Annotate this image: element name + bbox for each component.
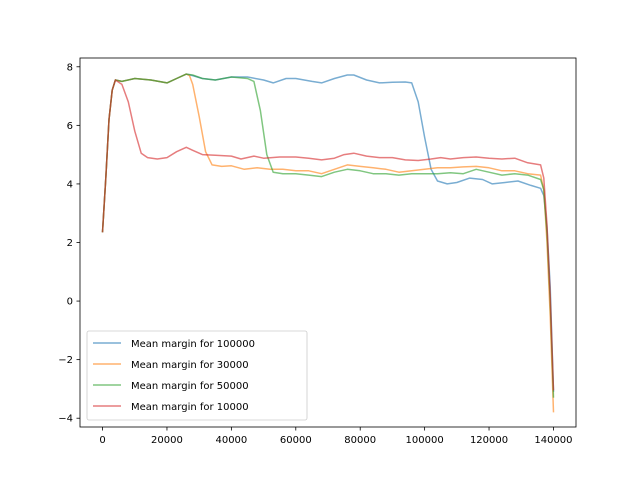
legend-label-1: Mean margin for 30000: [131, 360, 249, 371]
y-tick-label: 4: [67, 179, 73, 190]
legend-box: [86, 330, 308, 421]
y-tick-label: 2: [67, 238, 73, 249]
x-tick-label: 40000: [215, 435, 247, 446]
y-tick-label: −4: [58, 414, 73, 425]
y-tick-label: 0: [67, 297, 73, 308]
y-tick-label: −2: [58, 355, 73, 366]
x-tick-label: 120000: [470, 435, 508, 446]
x-tick-label: 100000: [406, 435, 444, 446]
y-tick-label: 8: [67, 62, 73, 73]
axes: 0 20000 40000 60000 80000 100000 120000 140000 −…: [58, 57, 577, 446]
x-tick-label: 80000: [344, 435, 376, 446]
legend-label-3: Mean margin for 10000: [131, 402, 249, 413]
legend-label-0: Mean margin for 100000: [131, 339, 255, 350]
x-tick-label: 0: [99, 435, 105, 446]
series-line-3: [101, 79, 555, 391]
x-tick-label: 20000: [151, 435, 183, 446]
x-tick-label: 60000: [280, 435, 312, 446]
y-tick-label: 6: [67, 121, 73, 132]
legend: Mean margin for 100000 Mean margin for 30…: [86, 330, 308, 421]
series-lines: [101, 73, 555, 413]
x-tick-label: 140000: [534, 435, 572, 446]
series-line-2: [101, 73, 555, 398]
legend-label-2: Mean margin for 50000: [131, 381, 249, 392]
